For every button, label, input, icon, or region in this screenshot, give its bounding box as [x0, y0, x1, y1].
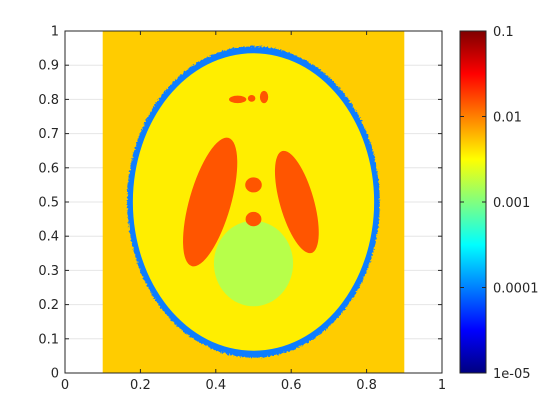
plot-area: 0 0.2 0.4 0.6 0.8 1 0 0.1 0.2 0.3 0.4 0.5 0.6 0.7 0.8 0… [38, 25, 446, 394]
x-tick-label: 0.4 [205, 378, 226, 393]
region-lower-dot [245, 211, 262, 227]
y-tick-label: 0.5 [38, 196, 59, 211]
region-lower-lesion [213, 220, 294, 307]
y-tick-label: 0.1 [38, 332, 59, 347]
region-top-dot-middle [247, 94, 256, 102]
y-tick-label: 0.2 [38, 298, 59, 313]
region-upper-dot [245, 177, 262, 193]
x-tick-label: 0.6 [281, 378, 302, 393]
y-tick-label: 0.6 [38, 161, 59, 176]
colorbar-gradient [460, 31, 486, 373]
y-tick-label: 0.3 [38, 264, 59, 279]
y-tick-label: 0.8 [38, 93, 59, 108]
y-tick-label: 0.4 [38, 230, 59, 245]
x-tick-label: 0 [61, 378, 69, 393]
region-top-dot-right [259, 90, 269, 104]
region-top-dot-left [228, 95, 247, 104]
x-tick-label: 1 [438, 378, 446, 393]
y-tick-label: 0 [51, 367, 59, 382]
region-right-ventricle [274, 150, 319, 254]
y-tick-label: 0.7 [38, 127, 59, 142]
y-tick-label: 0.9 [38, 59, 59, 74]
colorbar-tick-label: 0.001 [493, 196, 530, 211]
colorbar: 0.1 0.01 0.001 0.0001 1e-05 [459, 25, 539, 382]
region-left-ventricle [183, 137, 238, 267]
x-tick-label: 0.8 [356, 378, 377, 393]
heatmap-image [102, 31, 405, 373]
x-tick-label: 0.2 [130, 378, 151, 393]
colorbar-tick-label: 0.01 [493, 111, 522, 126]
colorbar-tick-label: 1e-05 [493, 367, 531, 382]
region-brain-interior [132, 53, 375, 351]
colorbar-tick-label: 0.1 [493, 25, 514, 40]
y-tick-label: 1 [51, 25, 59, 40]
colorbar-tick-label: 0.0001 [493, 282, 539, 297]
